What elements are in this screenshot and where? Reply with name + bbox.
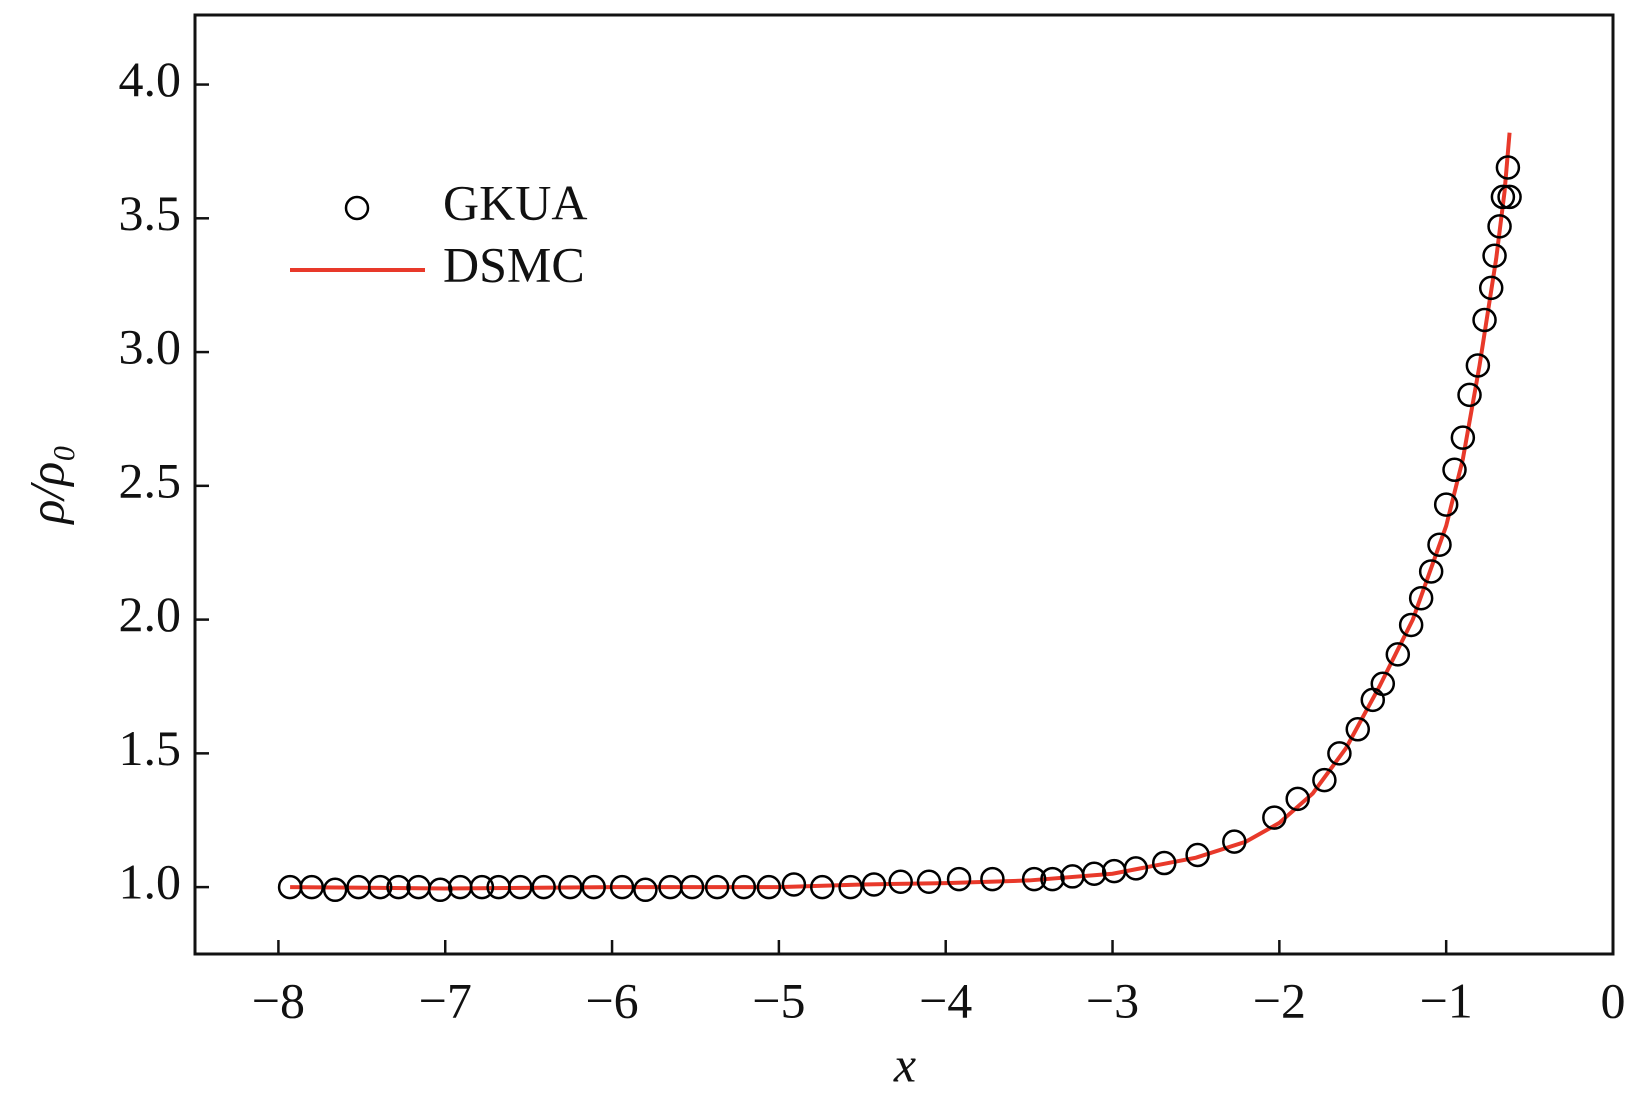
x-tick-label: 0 [1601,972,1626,1028]
gkua-marker [1457,382,1482,408]
gkua-marker [946,866,972,892]
gkua-marker [756,874,782,900]
x-tick-label: −8 [252,972,305,1028]
gkua-marker [1312,767,1337,793]
y-tick-label: 4.0 [119,51,182,107]
x-tick-label: −5 [752,972,805,1028]
gkua-marker [916,869,942,895]
gkua-marker [1262,805,1287,830]
gkua-marker [1490,184,1516,210]
gkua-marker [1408,585,1434,611]
x-tick-label: −3 [1086,972,1139,1028]
gkua-marker [1450,425,1476,450]
gkua-marker [861,872,887,897]
y-tick-label: 2.5 [119,452,182,508]
gkua-marker [1285,786,1310,812]
y-tick-label: 2.0 [119,586,182,642]
gkua-marker [427,877,453,903]
gkua-marker [1495,155,1521,180]
gkua-marker [1433,492,1459,517]
gkua-marker [1487,214,1512,239]
gkua-marker [1345,717,1371,742]
y-tick-label: 1.0 [119,854,182,910]
x-tick-label: −6 [585,972,638,1028]
gkua-marker [1478,275,1504,301]
gkua-marker [322,877,348,903]
gkua-marker [1081,861,1107,886]
gkua-marker [367,874,393,900]
gkua-marker [838,874,863,900]
gkua-marker [731,874,757,900]
x-tick-label: −1 [1420,972,1473,1028]
plot-frame [193,13,1615,956]
legend-marker [344,195,370,221]
gkua-marker [1327,741,1352,766]
gkua-marker [1427,532,1452,557]
y-axis-label: ρ/ρ₀ [18,444,74,525]
gkua-marker [980,866,1005,892]
x-tick-label: −7 [419,972,472,1028]
x-tick-label: −4 [919,972,972,1028]
gkua-marker [1398,612,1424,638]
gkua-marker [679,874,705,900]
gkua-marker [1418,559,1444,584]
gkua-marker [1370,671,1396,697]
gkua-marker [558,874,583,900]
y-tick-label: 3.5 [119,185,182,241]
gkua-marker [1151,850,1177,876]
x-axis-label: x [893,1036,916,1092]
gkua-marker [508,874,533,900]
legend-label: DSMC [443,236,585,292]
gkua-marker [1472,307,1497,333]
gkua-marker [633,877,658,903]
gkua-marker [810,874,835,900]
gkua-marker [1185,842,1210,868]
gkua-marker [704,874,730,900]
gkua-marker [299,874,325,900]
gkua-marker [1385,642,1411,667]
gkua-marker [531,874,556,900]
x-tick-label: −2 [1253,972,1306,1028]
y-tick-label: 3.0 [119,319,182,375]
dsmc-line [290,132,1512,891]
gkua-marker [781,872,807,897]
gkua-marker [1040,866,1065,892]
gkua-marker [1222,829,1247,854]
gkua-marker [1497,184,1522,210]
legend-label: GKUA [443,174,587,230]
gkua-marker [1123,856,1149,881]
gkua-marker [1482,243,1507,269]
gkua-marker [386,874,411,900]
gkua-marker [469,874,495,900]
gkua-marker [1442,457,1467,483]
gkua-marker [581,874,606,900]
gkua-marker [1465,353,1491,378]
gkua-marker [609,874,635,900]
gkua-marker [888,869,913,895]
gkua-marker [1021,866,1047,892]
y-tick-label: 1.5 [119,720,182,776]
